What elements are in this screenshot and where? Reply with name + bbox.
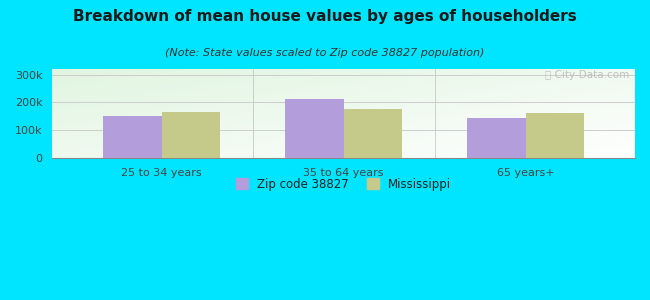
Bar — [467, 118, 526, 158]
Bar — [103, 116, 162, 158]
Bar — [285, 99, 344, 158]
Bar — [344, 109, 402, 158]
Legend: Zip code 38827, Mississippi: Zip code 38827, Mississippi — [231, 173, 456, 195]
Bar — [526, 113, 584, 158]
Text: Breakdown of mean house values by ages of householders: Breakdown of mean house values by ages o… — [73, 9, 577, 24]
Text: ⓘ City-Data.com: ⓘ City-Data.com — [545, 70, 629, 80]
Text: (Note: State values scaled to Zip code 38827 population): (Note: State values scaled to Zip code 3… — [165, 48, 485, 58]
Bar — [162, 112, 220, 158]
